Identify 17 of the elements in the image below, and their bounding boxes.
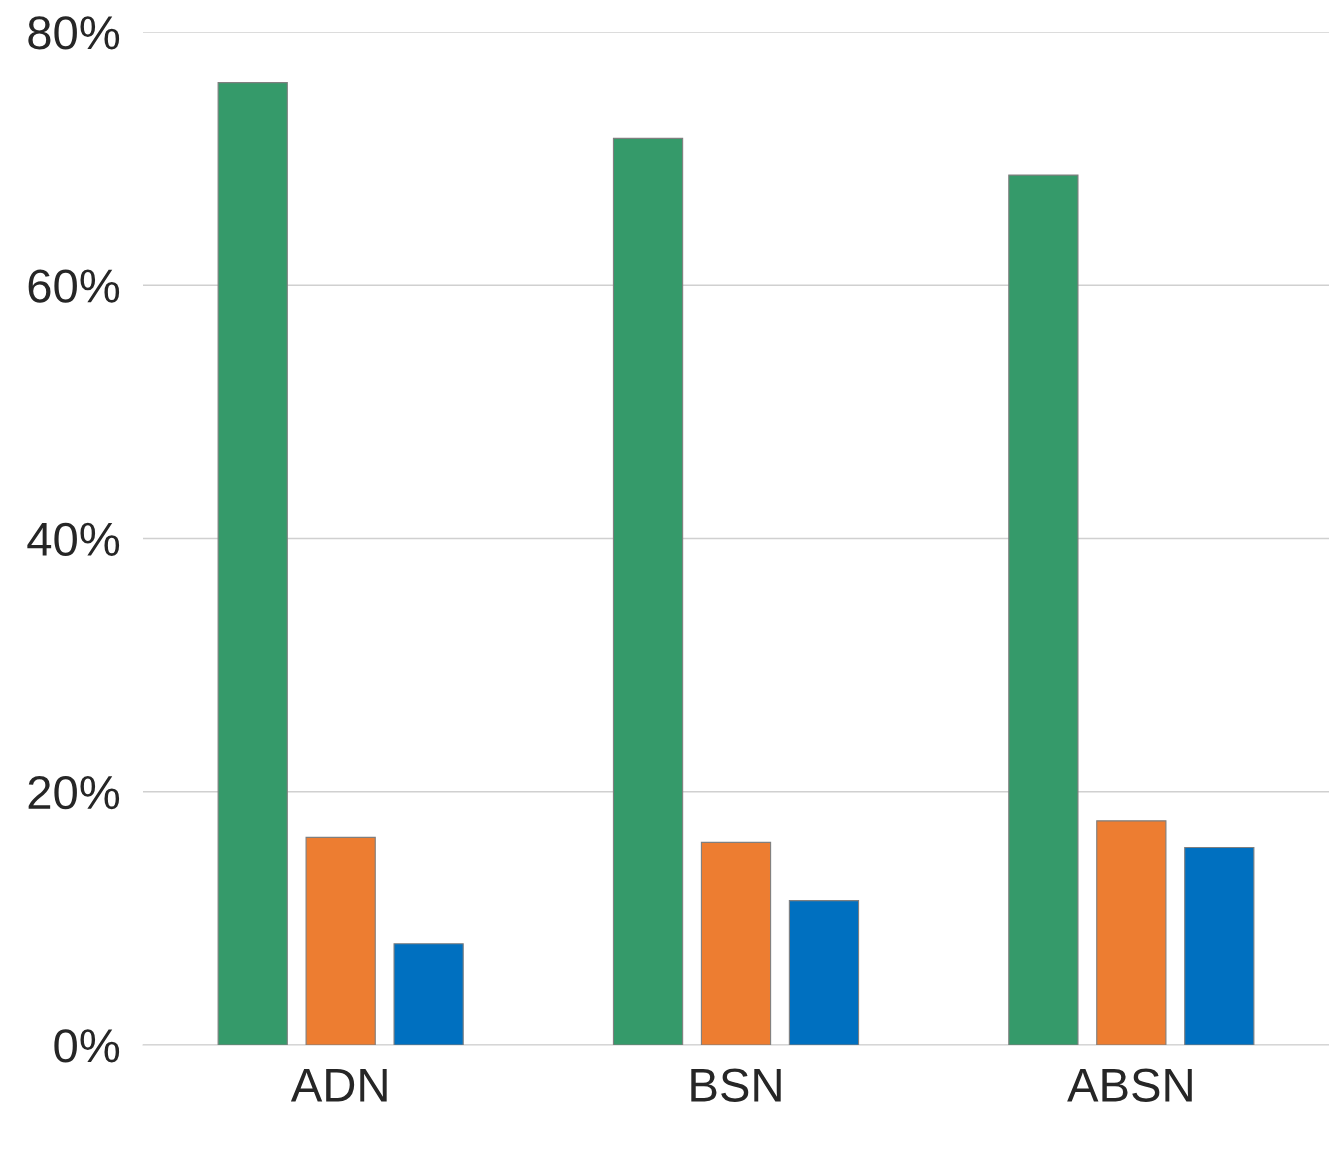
y-tick-label: 20% <box>28 775 120 810</box>
x-tick-label: ADN <box>290 1068 387 1102</box>
x-tick-label: ABSN <box>1067 1068 1192 1102</box>
bar <box>1096 820 1167 1045</box>
y-tick-label: 80% <box>28 16 120 50</box>
x-tick-label: BSN <box>691 1068 781 1102</box>
bar <box>612 137 684 1045</box>
bar <box>788 900 860 1045</box>
y-tick-label: 60% <box>28 269 120 303</box>
bar <box>217 82 288 1045</box>
bar <box>1184 846 1255 1045</box>
bar <box>1008 174 1079 1045</box>
bar <box>700 841 772 1045</box>
y-tick-label: 0% <box>54 1029 120 1063</box>
y-tick-label: 40% <box>27 522 120 557</box>
bar <box>393 943 464 1045</box>
bar <box>305 836 376 1045</box>
